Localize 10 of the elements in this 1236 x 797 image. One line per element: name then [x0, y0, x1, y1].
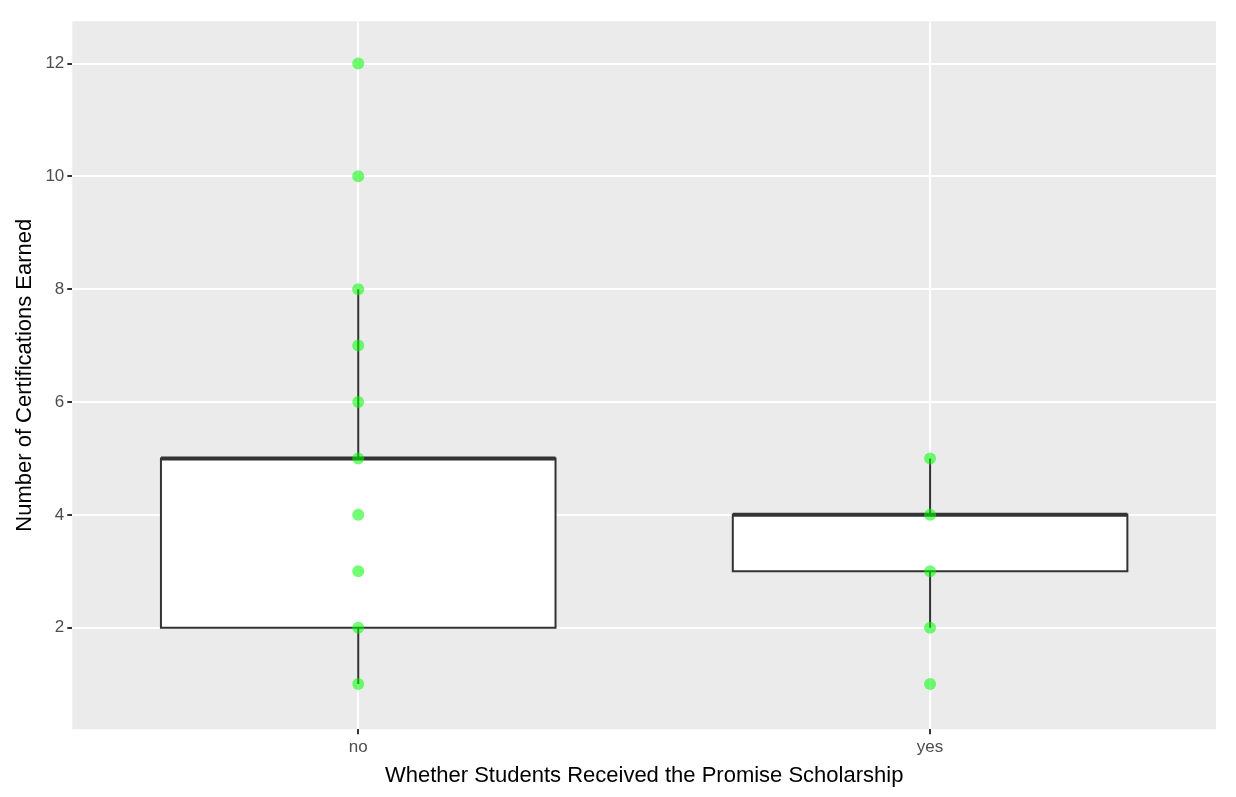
y-tick-label: 8 [54, 278, 65, 298]
x-axis-title: Whether Students Received the Promise Scholarship [384, 761, 904, 787]
x-tick-label: yes [916, 737, 944, 757]
x-tick-label: no [348, 737, 368, 757]
y-tick-label: 2 [54, 617, 65, 637]
y-axis-title: Number of Certifications Earned [11, 218, 37, 532]
y-tick-label: 10 [45, 166, 65, 186]
y-tick-label: 6 [54, 391, 65, 411]
y-tick-label: 4 [54, 504, 65, 524]
y-tick-label: 12 [45, 53, 65, 73]
